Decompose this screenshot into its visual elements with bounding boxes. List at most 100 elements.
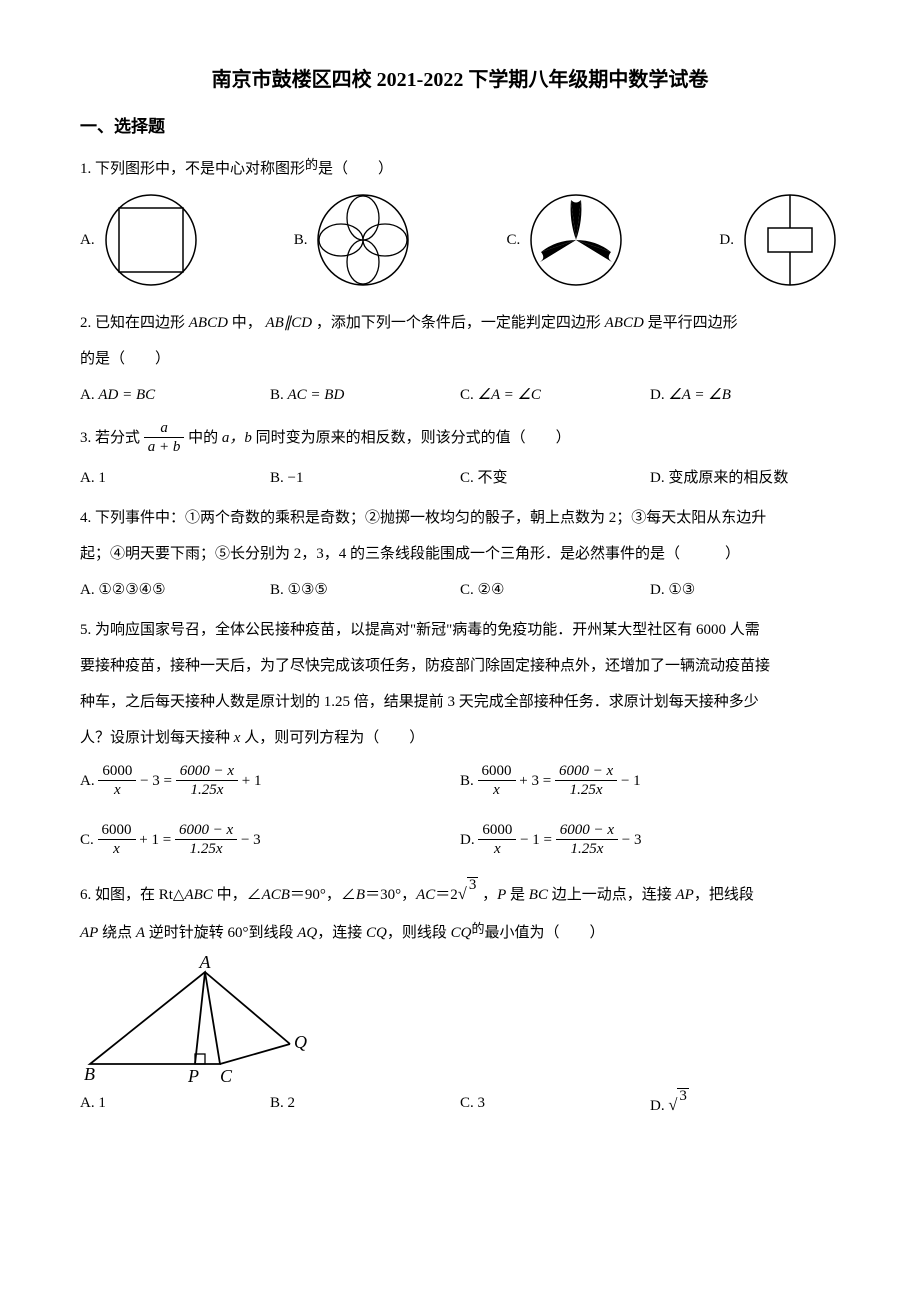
opt-label: D. <box>460 832 478 848</box>
opt-text: 1 <box>98 470 106 486</box>
q2-t3: ，添加下列一个条件后，一定能判定四边形 <box>312 315 605 331</box>
q4-line2: 起；④明天要下雨；⑤长分别为 2，3，4 的三条线段能围成一个三角形．是必然事件… <box>80 539 840 569</box>
t: ，连接 <box>317 925 366 941</box>
q2-abcd2: ABCD <box>605 315 644 331</box>
q2-opt-b: B. AC = BD <box>270 380 460 410</box>
opt-label: B. <box>460 773 478 789</box>
t: 6. 如图，在 Rt△ <box>80 887 184 903</box>
q6-options: A. 1 B. 2 C. 3 D. √3 <box>80 1088 840 1121</box>
d: 1.25x <box>555 781 617 801</box>
n: 6000 − x <box>556 822 618 840</box>
opt-label: C. <box>460 470 478 486</box>
d: 1.25x <box>175 840 237 860</box>
q1-opt-a: A. <box>80 190 201 290</box>
opt-label: C. <box>460 387 478 403</box>
q3-frac: a a + b <box>144 420 185 457</box>
q3-options: A. 1 B. −1 C. 不变 D. 变成原来的相反数 <box>80 463 840 493</box>
frac-lhs: 6000x <box>98 763 136 800</box>
q2-options: A. AD = BC B. AC = BD C. ∠A = ∠C D. ∠A =… <box>80 380 840 410</box>
m: AP <box>675 887 693 903</box>
question-6-line1: 6. 如图，在 Rt△ABC 中，∠ACB＝90°，∠B＝30°，AC＝2√3 … <box>80 877 840 910</box>
frac-rhs: 6000 − x1.25x <box>176 763 238 800</box>
t: 边上一动点，连接 <box>548 887 676 903</box>
d: x <box>478 781 516 801</box>
opt-label: D. <box>650 582 668 598</box>
opt-label: A. <box>80 387 98 403</box>
q5-opt-d: D. 6000x − 1 = 6000 − x1.25x − 3 <box>460 822 840 859</box>
sqrt-icon: √3 <box>458 877 479 910</box>
q1-de: 的 <box>305 157 318 172</box>
q5-t1: 人？设原计划每天接种 <box>80 730 234 746</box>
frac-den: a + b <box>144 438 185 458</box>
t: 是 <box>506 887 529 903</box>
opt-text: ∠A = ∠B <box>668 387 731 403</box>
question-6-line2: AP 绕点 A 逆时针旋转 60°到线段 AQ，连接 CQ，则线段 CQ的最小值… <box>80 916 840 948</box>
opt-text: ∠A = ∠C <box>478 387 541 403</box>
q3-ab: a，b <box>222 430 252 446</box>
opt-label: C. <box>460 582 478 598</box>
arg: 3 <box>467 877 479 893</box>
opt-label: B. <box>294 225 308 255</box>
tail: − 3 <box>241 832 261 848</box>
d: 1.25x <box>556 840 618 860</box>
q3-t2: 中的 <box>188 430 222 446</box>
q4-options: A. ①②③④⑤ B. ①③⑤ C. ②④ D. ①③ <box>80 575 840 605</box>
q5-opt-a: A. 6000x − 3 = 6000 − x1.25x + 1 <box>80 763 460 800</box>
opt-label: D. <box>650 1098 668 1114</box>
n: 6000 <box>98 822 136 840</box>
question-3: 3. 若分式 a a + b 中的 a，b 同时变为原来的相反数，则该分式的值（… <box>80 420 840 457</box>
question-2: 2. 已知在四边形 ABCD 中， AB∥CD ，添加下列一个条件后，一定能判定… <box>80 308 840 338</box>
q1-opt-b: B. <box>294 190 414 290</box>
m: B <box>356 887 365 903</box>
shape-c-icon <box>526 190 626 290</box>
q1-opt-d: D. <box>719 190 840 290</box>
q5-opt-b: B. 6000x + 3 = 6000 − x1.25x − 1 <box>460 763 840 800</box>
opt-label: C. <box>507 225 521 255</box>
mid: + 1 = <box>139 832 175 848</box>
triangle-figure-icon: A B P C Q <box>80 954 310 1084</box>
svg-text:P: P <box>187 1066 199 1084</box>
q2-t4: 是平行四边形 <box>644 315 738 331</box>
sqrt-icon: √3 <box>668 1088 689 1121</box>
tail: + 1 <box>242 773 262 789</box>
d: x <box>98 781 136 801</box>
mid: + 3 = <box>519 773 555 789</box>
opt-text: 1 <box>98 1095 106 1111</box>
opt-text: −1 <box>288 470 304 486</box>
n: 6000 <box>478 763 516 781</box>
opt-text: AD = BC <box>98 387 155 403</box>
frac-rhs: 6000 − x1.25x <box>555 763 617 800</box>
q5-line2: 要接种疫苗，接种一天后，为了尽快完成该项任务，防疫部门除固定接种点外，还增加了一… <box>80 651 840 681</box>
n: 6000 − x <box>176 763 238 781</box>
q3-opt-a: A. 1 <box>80 463 270 493</box>
m: CQ <box>366 925 387 941</box>
q4-line1: 4. 下列事件中：①两个奇数的乘积是奇数；②抛掷一枚均匀的骰子，朝上点数为 2；… <box>80 503 840 533</box>
opt-label: A. <box>80 1095 98 1111</box>
m: BC <box>529 887 548 903</box>
t: ＝30°， <box>365 887 416 903</box>
d: x <box>478 840 516 860</box>
svg-text:B: B <box>84 1064 95 1084</box>
q5-line1: 5. 为响应国家号召，全体公民接种疫苗，以提高对"新冠"病毒的免疫功能．开州某大… <box>80 615 840 645</box>
q4-opt-a: A. ①②③④⑤ <box>80 575 270 605</box>
arg: 3 <box>677 1088 689 1104</box>
t: 逆时针旋转 60°到线段 <box>145 925 297 941</box>
opt-text: 3 <box>478 1095 486 1111</box>
t: 最小值为（ ） <box>485 925 605 941</box>
t: ＝90°，∠ <box>290 887 356 903</box>
frac-num: a <box>144 420 185 438</box>
mid: − 3 = <box>140 773 176 789</box>
t: 中，∠ <box>213 887 262 903</box>
n: 6000 − x <box>555 763 617 781</box>
frac-lhs: 6000x <box>478 822 516 859</box>
m: ABC <box>184 887 212 903</box>
q1-stem-a: 1. 下列图形中，不是中心对称图形 <box>80 161 305 177</box>
q3-opt-d: D. 变成原来的相反数 <box>650 463 840 493</box>
m: AP <box>80 925 98 941</box>
q4-opt-d: D. ①③ <box>650 575 840 605</box>
q3-opt-c: C. 不变 <box>460 463 650 493</box>
q5-opt-c: C. 6000x + 1 = 6000 − x1.25x − 3 <box>80 822 460 859</box>
t: ，把线段 <box>694 887 754 903</box>
q6-opt-a: A. 1 <box>80 1088 270 1121</box>
section-heading: 一、选择题 <box>80 110 840 144</box>
